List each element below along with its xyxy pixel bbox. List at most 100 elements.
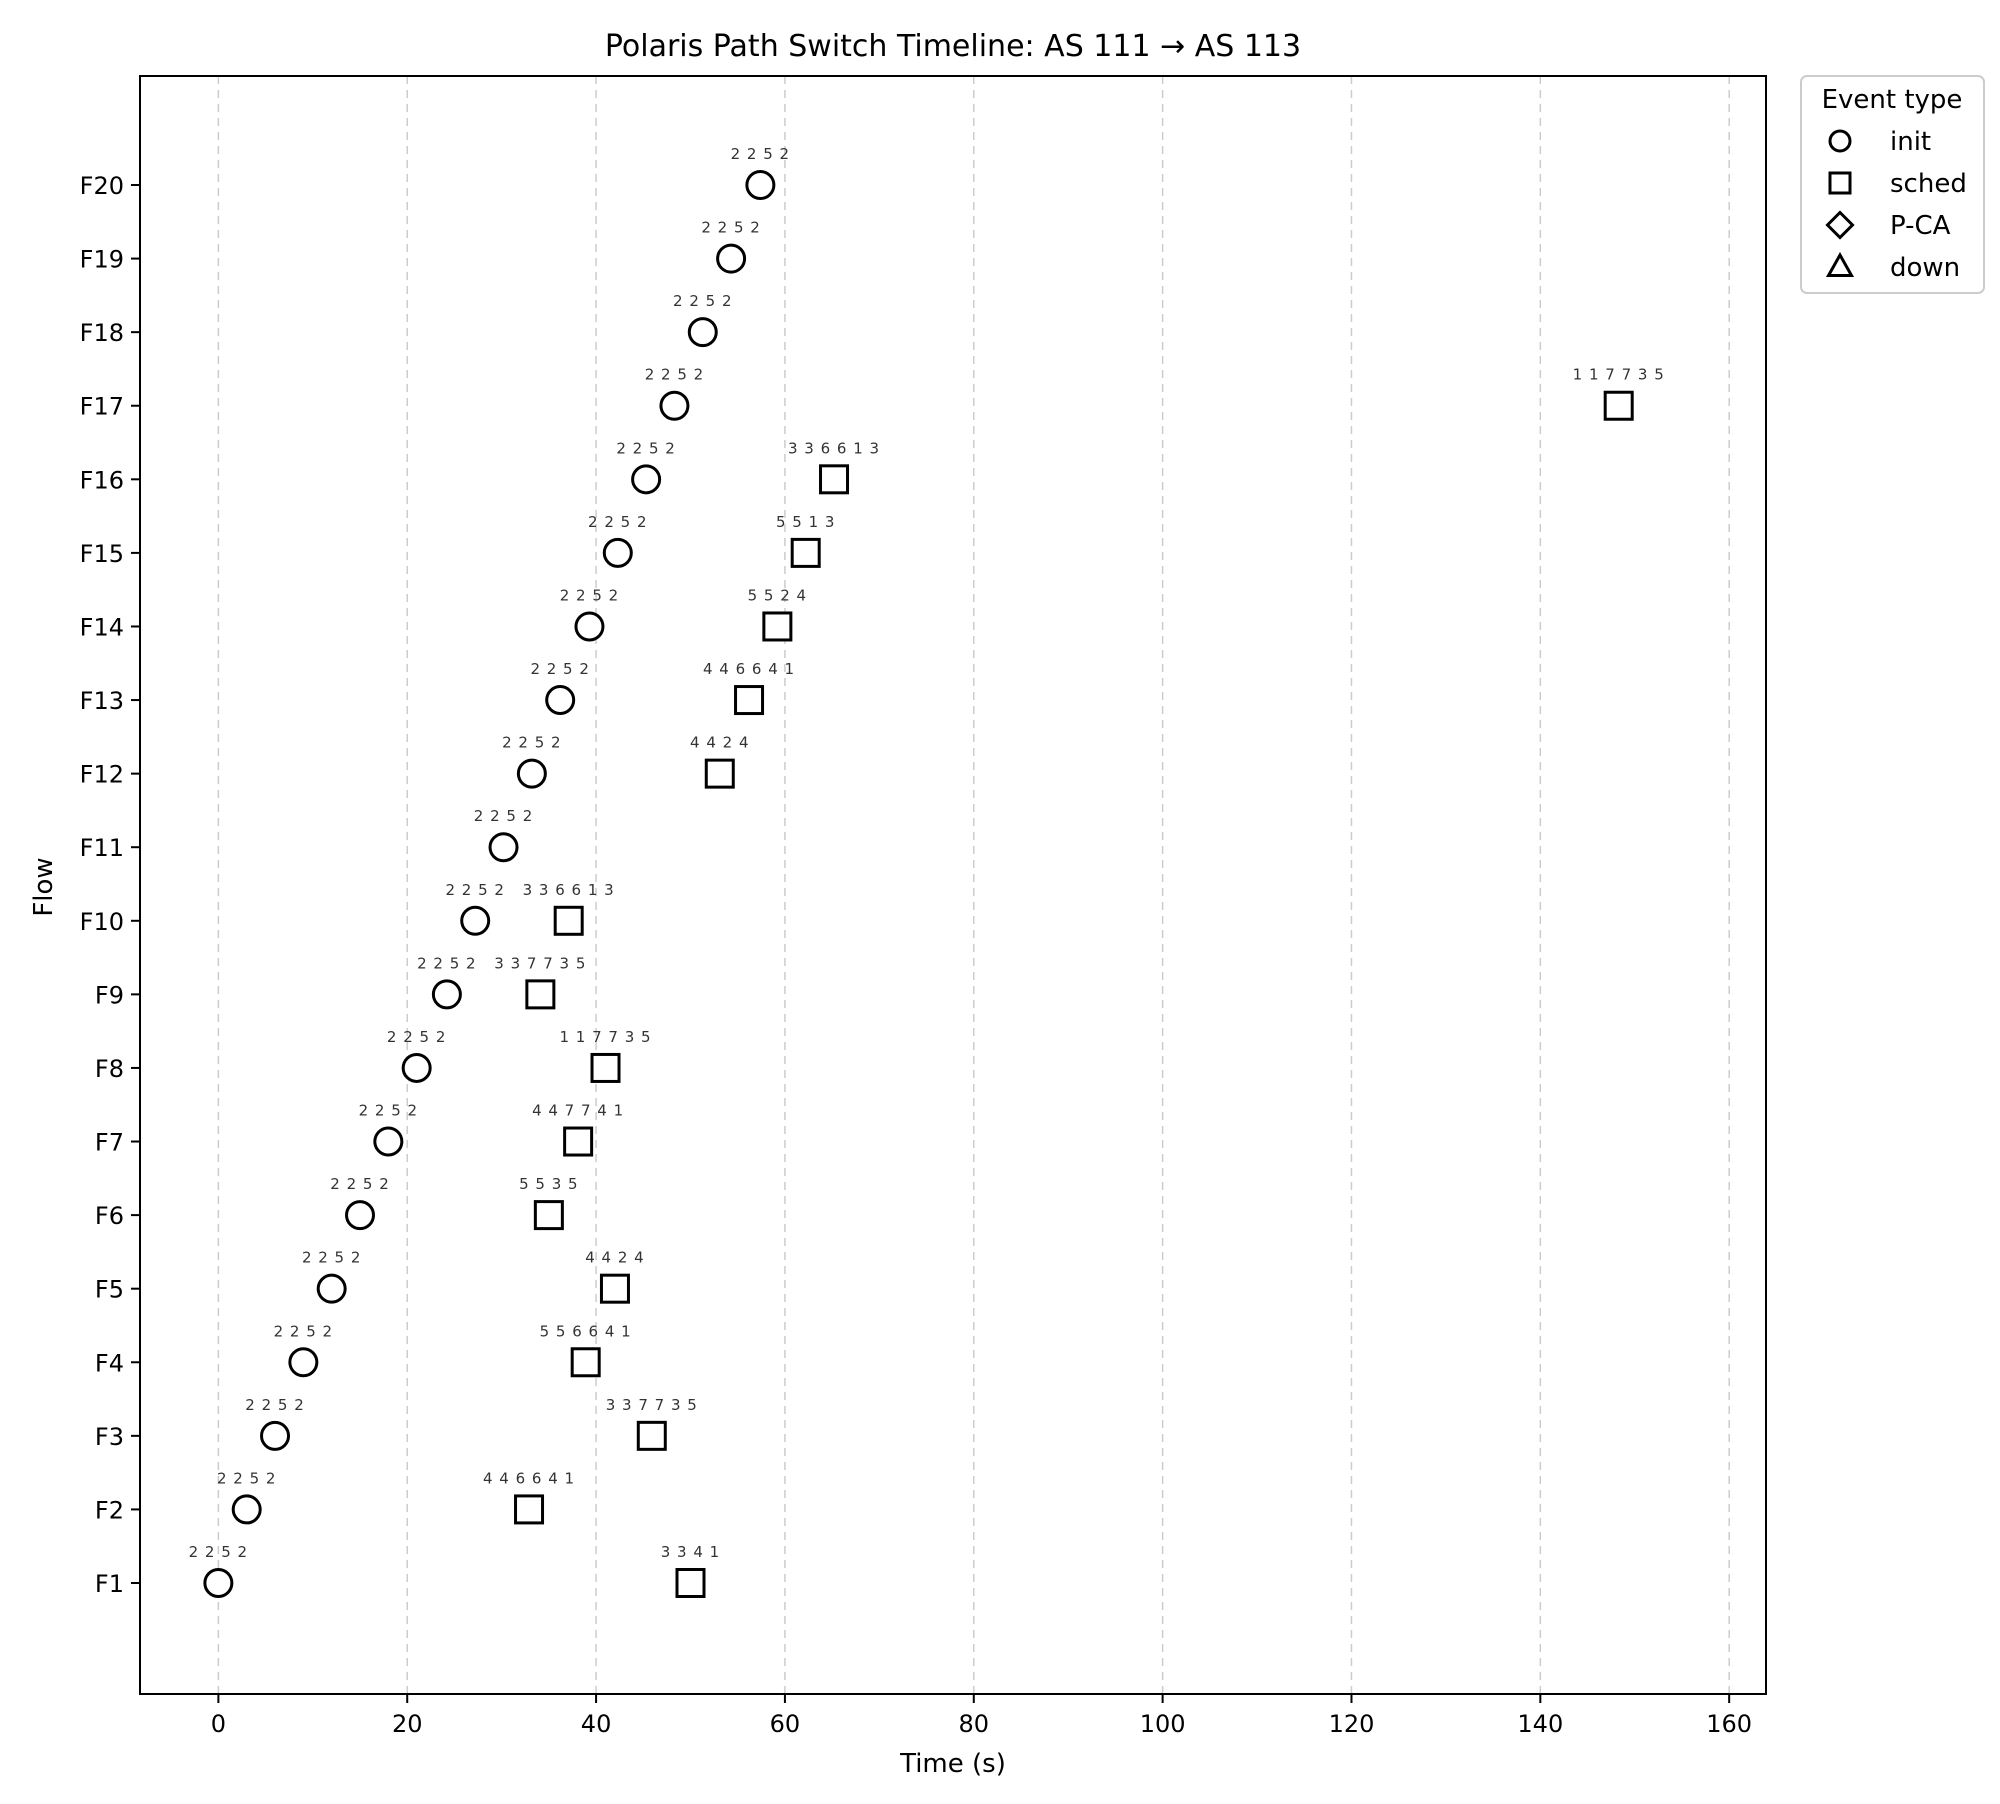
legend-entry-label: sched <box>1890 169 1967 199</box>
init-marker <box>602 537 633 568</box>
init-point-label: 2 2 5 2 <box>474 807 533 825</box>
sched-point-label: 5 5 6 6 4 1 <box>540 1322 632 1340</box>
init-point-label: 2 2 5 2 <box>274 1322 333 1340</box>
sched-marker <box>570 1347 601 1378</box>
init-marker <box>460 905 491 936</box>
sched-marker <box>704 758 735 789</box>
sched-marker <box>525 979 556 1010</box>
data-layer: 2 2 5 2 2 2 5 2 2 2 5 2 2 2 5 2 2 2 5 2 2 2 5… <box>189 145 1665 1598</box>
sched-point-label: 3 3 6 6 1 3 <box>788 439 880 457</box>
x-tick-label: 120 <box>1329 1710 1375 1738</box>
init-marker <box>745 170 776 200</box>
init-marker <box>316 1273 347 1304</box>
y-tick-label: F19 <box>80 246 124 274</box>
init-marker <box>545 685 576 716</box>
x-tick-label: 0 <box>211 1710 226 1738</box>
sched-point-label: 3 3 7 7 3 5 <box>494 954 586 972</box>
y-tick-label: F20 <box>80 172 124 200</box>
sched-marker <box>734 685 765 716</box>
x-tick-label: 100 <box>1140 1710 1186 1738</box>
legend-title: Event type <box>1822 85 1963 115</box>
sched-marker <box>762 611 793 642</box>
legend-frame <box>1800 75 1985 294</box>
sched-marker <box>675 1568 706 1598</box>
init-marker <box>373 1126 404 1157</box>
legend: Event type init sched P-CA down <box>1800 75 1985 294</box>
init-point-label: 2 2 5 2 <box>387 1028 446 1046</box>
init-marker <box>260 1420 291 1451</box>
y-tick-label: F4 <box>95 1349 124 1377</box>
sched-point-label: 4 4 7 7 4 1 <box>532 1102 624 1120</box>
init-point-label: 2 2 5 2 <box>417 954 476 972</box>
init-marker <box>431 979 462 1010</box>
y-tick-label: F11 <box>80 834 124 862</box>
init-marker <box>516 758 547 789</box>
legend-entry-label: down <box>1890 253 1960 283</box>
legend-p-ca-marker <box>1825 210 1855 240</box>
init-point-label: 2 2 5 2 <box>530 660 589 678</box>
legend-entry-label: init <box>1890 127 1931 157</box>
sched-marker <box>599 1273 630 1304</box>
y-tick-label: F12 <box>80 761 124 789</box>
x-tick-label: 160 <box>1706 1710 1752 1738</box>
init-point-label: 2 2 5 2 <box>560 586 619 604</box>
y-tick-label: F15 <box>80 540 124 568</box>
init-marker <box>631 464 662 495</box>
y-axis-label: Flow <box>29 857 59 916</box>
init-point-label: 2 2 5 2 <box>588 513 647 531</box>
y-tick-label: F5 <box>95 1276 124 1304</box>
init-marker <box>401 1052 432 1083</box>
init-point-label: 2 2 5 2 <box>673 292 732 310</box>
init-marker <box>574 611 605 642</box>
sched-point-label: 4 4 6 6 4 1 <box>703 660 795 678</box>
y-tick-label: F18 <box>80 319 124 347</box>
y-tick-label: F2 <box>95 1496 124 1524</box>
init-point-label: 2 2 5 2 <box>731 145 790 163</box>
x-axis-label: Time (s) <box>899 1749 1006 1779</box>
y-tick-label: F14 <box>80 613 124 641</box>
y-tick-label: F13 <box>80 687 124 715</box>
legend-init-marker <box>1828 129 1852 153</box>
sched-marker <box>1603 390 1634 421</box>
x-tick-label: 140 <box>1517 1710 1563 1738</box>
sched-marker <box>819 464 850 495</box>
sched-point-label: 3 3 7 7 3 5 <box>606 1396 698 1414</box>
x-tick-label: 20 <box>392 1710 423 1738</box>
init-point-label: 2 2 5 2 <box>616 439 675 457</box>
grid-layer <box>217 76 1730 1694</box>
sched-point-label: 4 4 2 4 <box>585 1249 644 1267</box>
sched-point-label: 1 1 7 7 3 5 <box>559 1028 651 1046</box>
sched-point-label: 1 1 7 7 3 5 <box>1573 366 1665 384</box>
y-tick-label: F16 <box>80 466 124 494</box>
y-tick-label: F3 <box>95 1423 124 1451</box>
sched-point-label: 5 5 2 4 <box>748 586 807 604</box>
init-point-label: 2 2 5 2 <box>217 1469 276 1487</box>
legend-down-marker <box>1825 251 1855 277</box>
init-marker <box>288 1347 319 1378</box>
plot-frame <box>139 75 1767 1695</box>
sched-marker <box>514 1494 545 1525</box>
legend-entry-label: P-CA <box>1890 211 1951 241</box>
chart-title: Polaris Path Switch Timeline: AS 111 → A… <box>605 29 1301 64</box>
init-marker <box>716 243 747 274</box>
init-point-label: 2 2 5 2 <box>245 1396 304 1414</box>
y-tick-label: F6 <box>95 1202 124 1230</box>
init-point-label: 2 2 5 2 <box>330 1175 389 1193</box>
sched-point-label: 3 3 6 6 1 3 <box>523 881 615 899</box>
sched-marker <box>563 1126 594 1157</box>
x-tick-label: 80 <box>959 1710 990 1738</box>
y-tick-label: F7 <box>95 1129 124 1157</box>
sched-marker <box>790 537 821 568</box>
y-tick-label: F10 <box>80 908 124 936</box>
init-marker <box>488 832 519 863</box>
init-marker <box>687 317 718 348</box>
sched-marker <box>533 1200 564 1231</box>
init-point-label: 2 2 5 2 <box>701 219 760 237</box>
sched-marker <box>553 905 584 936</box>
sched-point-label: 4 4 6 6 4 1 <box>483 1469 575 1487</box>
x-tick-label: 40 <box>581 1710 612 1738</box>
legend-sched-marker <box>1828 171 1852 195</box>
init-marker <box>659 390 690 421</box>
sched-point-label: 5 5 3 5 <box>519 1175 578 1193</box>
